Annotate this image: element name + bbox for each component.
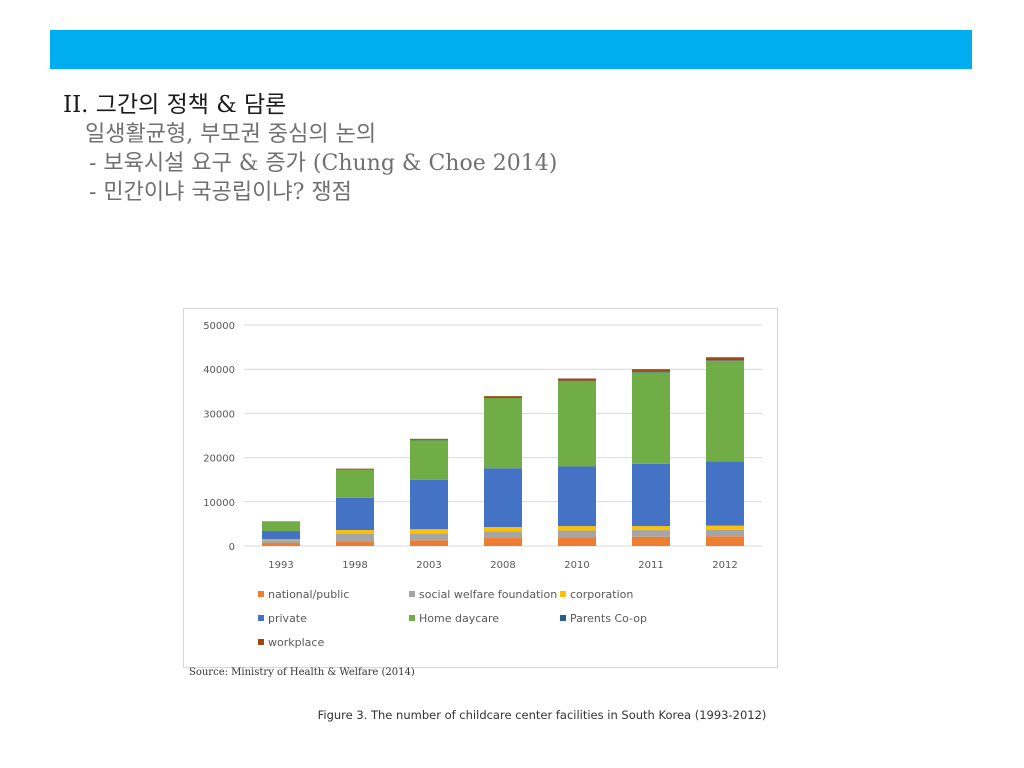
- legend-swatch: [560, 615, 566, 621]
- bar-segment: [410, 533, 448, 541]
- bar-segment: [262, 530, 300, 540]
- x-tick-label: 2008: [490, 560, 515, 571]
- bar-segment: [558, 530, 596, 538]
- bar-segment: [336, 533, 374, 542]
- bar-segment: [336, 468, 374, 470]
- x-tick-label: 2011: [638, 560, 663, 571]
- bar-segment: [484, 468, 522, 527]
- legend-item: workplace: [258, 636, 324, 650]
- bar-segment: [632, 372, 670, 464]
- bar-segment: [262, 542, 300, 546]
- bar-segment: [558, 380, 596, 382]
- bar-segment: [558, 466, 596, 527]
- bullet-line-3: - 민간이냐 국공립이냐? 쟁점: [89, 180, 352, 205]
- bar-segment: [336, 541, 374, 546]
- legend-swatch: [409, 591, 415, 597]
- x-tick-label: 2010: [564, 560, 589, 571]
- figure-source: Source: Ministry of Health & Welfare (20…: [189, 667, 415, 678]
- bar-segment: [484, 526, 522, 532]
- legend-swatch: [258, 615, 264, 621]
- legend-label: social welfare foundation: [419, 588, 558, 601]
- title-band: [50, 30, 972, 69]
- legend-label: Parents Co-op: [570, 612, 647, 625]
- bar-segment: [632, 463, 670, 527]
- slide-body: II. 그간의 정책 & 담론 일생활균형, 부모권 중심의 논의 - 보육시설…: [63, 90, 963, 207]
- bar-segment: [558, 381, 596, 467]
- bar-segment: [632, 536, 670, 546]
- y-tick-label: 0: [229, 542, 235, 553]
- bar-segment: [410, 438, 448, 440]
- bar-segment: [706, 536, 744, 546]
- bar-segment: [410, 479, 448, 530]
- bar-segment: [262, 521, 300, 522]
- bar-segment: [484, 538, 522, 546]
- bullet-line-1: 일생활균형, 부모권 중심의 논의: [85, 122, 377, 147]
- stacked-bar-chart: 0 10000 20000 30000 40000 50000 1993 1998 2003 20…: [183, 308, 778, 668]
- bar-segment: [558, 537, 596, 546]
- legend-swatch: [258, 591, 264, 597]
- bar-segment: [706, 360, 744, 462]
- legend-item: Parents Co-op: [560, 612, 647, 626]
- y-tick-label: 20000: [203, 454, 235, 465]
- legend-label: corporation: [570, 588, 634, 601]
- legend-label: national/public: [268, 588, 350, 601]
- bar-segment: [262, 521, 300, 531]
- bar-segment: [410, 540, 448, 546]
- y-tick-label: 50000: [203, 321, 235, 332]
- legend-item: national/public: [258, 588, 349, 602]
- x-tick-label: 1998: [342, 560, 367, 571]
- x-tick-label: 2003: [416, 560, 441, 571]
- bar-segment: [706, 461, 744, 526]
- y-tick-label: 10000: [203, 498, 235, 509]
- legend-item: Home daycare: [409, 612, 499, 626]
- bar-segment: [632, 530, 670, 537]
- bar-segment: [484, 397, 522, 469]
- bullet-line-2: - 보육시설 요구 & 증가 (Chung & Choe 2014): [89, 151, 558, 176]
- bar-segment: [410, 439, 448, 441]
- bar-segment: [336, 497, 374, 531]
- bar-segment: [706, 357, 744, 361]
- bar-segment: [632, 369, 670, 372]
- bar-segment: [410, 529, 448, 534]
- slide-heading: II. 그간의 정책 & 담론: [63, 92, 287, 118]
- legend-label: workplace: [268, 636, 325, 649]
- chart-plot: 0 10000 20000 30000 40000 50000 1993 1998 2003 20…: [203, 321, 762, 571]
- y-tick-label: 30000: [203, 409, 235, 420]
- bar-segment: [262, 539, 300, 541]
- bar-segment: [484, 531, 522, 539]
- legend-item: private: [258, 612, 307, 626]
- bar-segment: [558, 526, 596, 531]
- legend-swatch: [258, 639, 264, 645]
- bar-segment: [410, 439, 448, 480]
- bar-segment: [262, 540, 300, 543]
- bar-segment: [336, 469, 374, 498]
- x-tick-label: 1993: [268, 560, 293, 571]
- bar-segment: [706, 525, 744, 530]
- bar-segment: [632, 371, 670, 373]
- bar-segment: [706, 529, 744, 537]
- bar-segment: [484, 397, 522, 398]
- x-tick-label: 2012: [712, 560, 737, 571]
- figure-caption: Figure 3. The number of childcare center…: [317, 708, 767, 722]
- legend-label: Home daycare: [419, 612, 500, 625]
- bar-segment: [484, 396, 522, 398]
- legend-label: private: [268, 612, 307, 625]
- y-tick-label: 40000: [203, 365, 235, 376]
- legend-item: corporation: [560, 588, 633, 602]
- legend-swatch: [409, 615, 415, 621]
- legend-item: social welfare foundation: [409, 588, 557, 602]
- bar-segment: [706, 360, 744, 361]
- bar-segment: [632, 526, 670, 531]
- bar-segment: [336, 530, 374, 534]
- bar-segment: [558, 378, 596, 381]
- legend-swatch: [560, 591, 566, 597]
